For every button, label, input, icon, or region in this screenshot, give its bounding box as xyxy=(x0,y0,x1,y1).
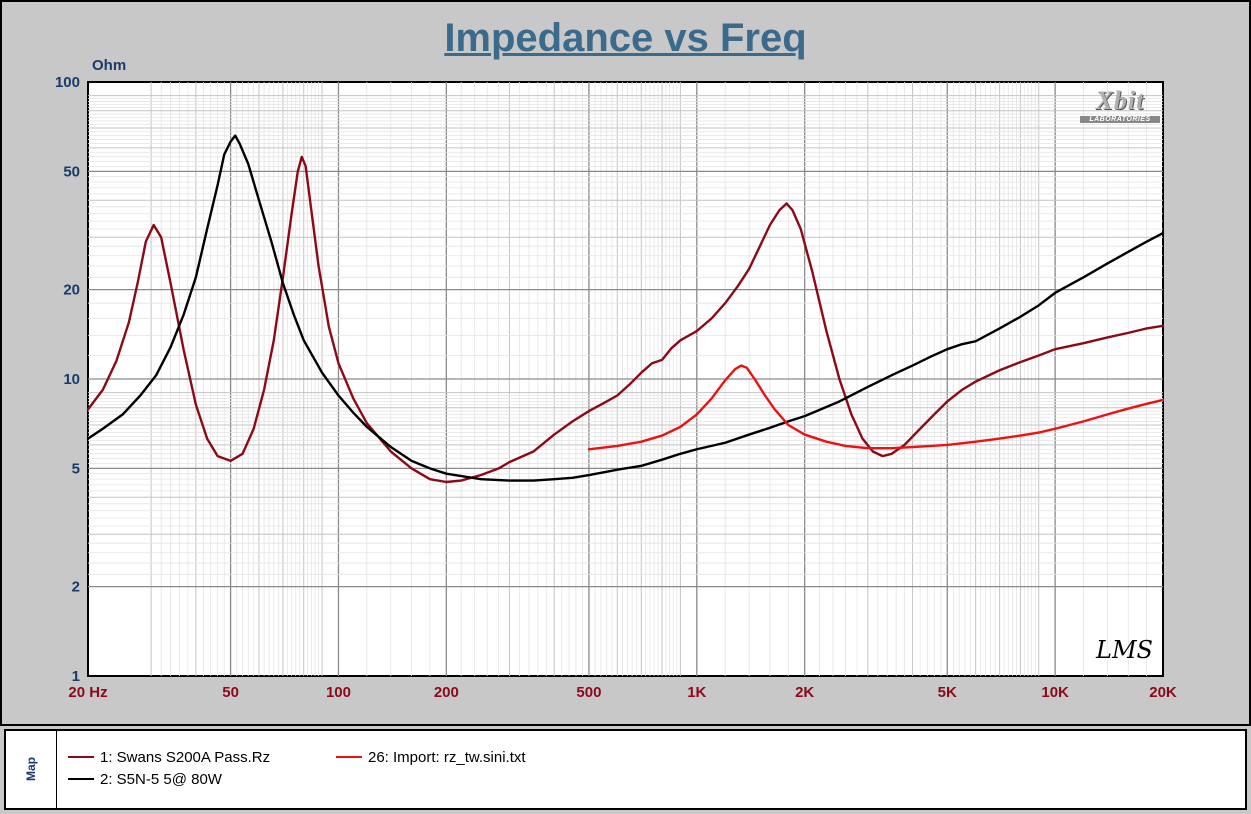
y-tick-label: 2 xyxy=(72,579,80,596)
legend-item-2[interactable]: 2: S5N-5 5@ 80W xyxy=(68,771,222,788)
x-tick-label: 100 xyxy=(326,684,351,701)
legend: Map 1: Swans S200A Pass.Rz 2: S5N-5 5@ 8… xyxy=(4,729,1247,810)
x-tick-label: 20K xyxy=(1149,684,1177,701)
y-tick-label: 50 xyxy=(63,163,80,180)
x-tick-label: 20 Hz xyxy=(68,684,107,701)
y-tick-label: 20 xyxy=(63,282,80,299)
x-tick-label: 5K xyxy=(938,684,957,701)
logo-subtext: LABORATORIES xyxy=(1080,116,1160,123)
x-tick-label: 50 xyxy=(222,684,239,701)
y-tick-label: 1 xyxy=(72,668,80,685)
legend-label-1: 1: Swans S200A Pass.Rz xyxy=(100,749,271,766)
legend-side-label: Map xyxy=(24,757,38,781)
series-line-1 xyxy=(86,155,1165,484)
legend-swatch-2 xyxy=(68,778,94,781)
legend-item-26[interactable]: 26: Import: rz_tw.sini.txt xyxy=(336,749,526,766)
x-tick-label: 2K xyxy=(795,684,814,701)
series-line-3 xyxy=(587,364,1165,451)
y-axis-unit: Ohm xyxy=(92,57,127,74)
y-tick-label: 100 xyxy=(55,74,80,91)
legend-swatch-26 xyxy=(336,756,362,759)
legend-swatch-1 xyxy=(68,756,94,759)
series-layer xyxy=(86,134,1165,484)
legend-side-tab[interactable]: Map xyxy=(6,731,57,808)
tick-labels: 20 Hz 50 100 200 500 1K 2K 5K 10K 20K 1 2 5 10 20 50 100 xyxy=(55,74,1177,701)
x-tick-label: 10K xyxy=(1041,684,1069,701)
chart-title: Impedance vs Freq xyxy=(444,16,807,60)
y-tick-label: 5 xyxy=(72,460,80,477)
logo-text: Xbit xyxy=(1095,86,1145,115)
series-line-2 xyxy=(86,134,1165,482)
legend-label-26: 26: Import: rz_tw.sini.txt xyxy=(368,749,526,766)
x-tick-label: 1K xyxy=(687,684,706,701)
xbit-logo: Xbit LABORATORIES xyxy=(1080,86,1160,130)
y-tick-label: 10 xyxy=(63,371,80,388)
lms-watermark: LMS xyxy=(1096,636,1153,664)
legend-label-2: 2: S5N-5 5@ 80W xyxy=(100,771,222,788)
legend-item-1[interactable]: 1: Swans S200A Pass.Rz xyxy=(68,749,270,766)
x-tick-label: 200 xyxy=(434,684,459,701)
x-tick-label: 500 xyxy=(576,684,601,701)
